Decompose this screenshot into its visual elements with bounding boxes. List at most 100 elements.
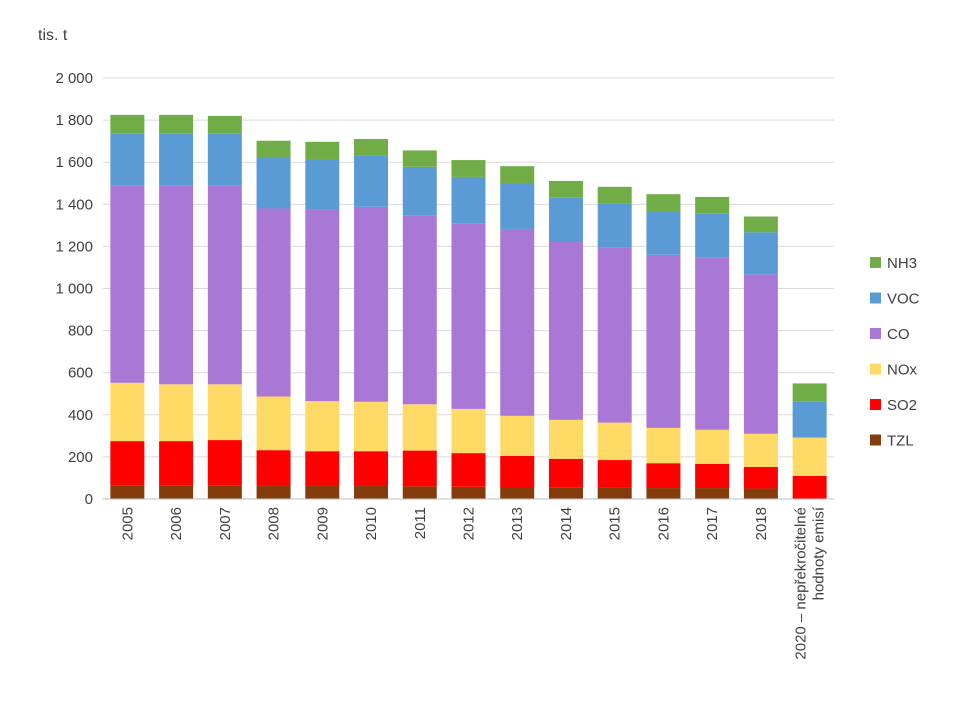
legend-swatch-co (870, 328, 881, 339)
bar-segment-tzl (451, 486, 486, 499)
bar-segment-voc (402, 166, 437, 216)
bar-segment-nox (207, 384, 242, 441)
bar-segment-nh3 (305, 141, 340, 160)
bar-segment-nox (305, 401, 340, 452)
bar-segment-nox (792, 437, 827, 476)
y-tick-label: 2 000 (55, 70, 93, 87)
bar-segment-so2 (402, 450, 437, 487)
bar-segment-co (500, 228, 535, 416)
bar-segment-nox (159, 384, 194, 442)
bar-segment-tzl (305, 485, 340, 499)
bar-segment-nh3 (597, 186, 632, 204)
bar-segment-voc (548, 197, 583, 242)
bar-segment-tzl (597, 487, 632, 499)
legend-swatch-voc (870, 292, 881, 304)
y-tick-label: 0 (85, 491, 93, 508)
bar-segment-nh3 (256, 140, 291, 158)
y-tick-label: 1 200 (55, 238, 93, 255)
y-tick-label: 1 600 (55, 154, 93, 171)
legend-label-so2: SO2 (887, 397, 917, 414)
bar-segment-voc (695, 213, 730, 258)
y-axis-unit-label: tis. t (38, 27, 68, 44)
legend-swatch-nh3 (870, 257, 881, 268)
legend-swatch-so2 (870, 399, 881, 410)
x-tick-label: 2006 (168, 507, 185, 540)
bar-segment-voc (792, 401, 827, 438)
bar-segment-nox (110, 382, 145, 442)
bar-segment-nh3 (792, 383, 827, 402)
bar-segment-voc (451, 176, 486, 224)
bar-segment-nh3 (548, 180, 583, 198)
x-tick-label: 2013 (509, 507, 526, 540)
bar-segment-voc (159, 133, 194, 186)
bar-segment-so2 (305, 451, 340, 486)
bar-segment-nox (548, 419, 583, 459)
bar-segment-so2 (500, 455, 535, 488)
y-tick-label: 200 (68, 449, 93, 466)
bar-segment-tzl (695, 488, 730, 499)
bar-segment-nox (500, 415, 535, 456)
bar-segment-tzl (402, 486, 437, 499)
bar-segment-co (159, 185, 194, 385)
bar-segment-so2 (110, 441, 145, 486)
bar-segment-nox (743, 433, 778, 468)
bar-segment-co (646, 254, 681, 428)
bar-segment-nox (402, 404, 437, 451)
bar-segment-nh3 (500, 166, 535, 184)
y-tick-label: 400 (68, 407, 93, 424)
bar-segment-co (207, 185, 242, 385)
x-tick-label: 2015 (607, 507, 624, 540)
bar-segment-nh3 (110, 114, 145, 134)
bar-segment-so2 (695, 463, 730, 489)
x-tick-label: 2017 (704, 507, 721, 540)
bar-segment-so2 (646, 463, 681, 489)
bar-segment-nh3 (159, 114, 194, 134)
bar-segment-co (402, 215, 437, 405)
x-tick-label: 2007 (217, 507, 234, 540)
bar-segment-voc (354, 155, 389, 207)
bar-segment-nox (256, 396, 291, 451)
bar-segment-so2 (792, 475, 827, 499)
legend-label-co: CO (887, 326, 910, 343)
bar-segment-co (256, 208, 291, 397)
bar-segment-nh3 (207, 115, 242, 134)
bar-segment-voc (256, 157, 291, 209)
bar-segment-tzl (159, 485, 194, 499)
bar-segment-nh3 (451, 160, 486, 177)
x-tick-label: 2010 (363, 507, 380, 540)
x-tick-label: 2012 (461, 507, 478, 540)
bar-segment-voc (110, 133, 145, 186)
bar-segment-co (597, 247, 632, 423)
legend-swatch-nox (870, 363, 881, 375)
bar-segment-voc (207, 133, 242, 186)
bar-segment-nh3 (354, 139, 389, 156)
x-tick-label: 2008 (266, 507, 283, 540)
x-tick-label: 2005 (119, 507, 136, 540)
bar-segment-co (451, 223, 486, 409)
bar-segment-nh3 (743, 216, 778, 233)
x-tick-label: 2009 (314, 507, 331, 540)
legend-label-nox: NOx (887, 362, 918, 379)
bar-segment-nox (597, 422, 632, 461)
legend-label-tzl: TZL (887, 433, 914, 450)
x-tick-label: 2020 – nepřekročitelné (793, 507, 810, 660)
bar-segment-tzl (743, 488, 778, 499)
bar-segment-voc (597, 203, 632, 248)
x-tick-label: 2018 (753, 507, 770, 540)
bar-segment-tzl (354, 485, 389, 499)
y-tick-label: 800 (68, 323, 93, 340)
y-tick-label: 1 000 (55, 281, 93, 298)
bar-segment-so2 (256, 450, 291, 486)
bar-segment-co (695, 257, 730, 430)
bar-segment-nh3 (402, 150, 437, 167)
bar-segment-co (743, 274, 778, 434)
y-tick-label: 1 400 (55, 196, 93, 213)
x-tick-label: 2011 (412, 507, 429, 539)
bar-segment-so2 (159, 441, 194, 486)
bar-segment-so2 (548, 458, 583, 488)
legend-swatch-tzl (870, 434, 881, 446)
bar-segment-tzl (548, 487, 583, 499)
legend: NH3 VOC CO NOx SO2 TZL (870, 255, 920, 450)
bar-segment-co (110, 185, 145, 383)
